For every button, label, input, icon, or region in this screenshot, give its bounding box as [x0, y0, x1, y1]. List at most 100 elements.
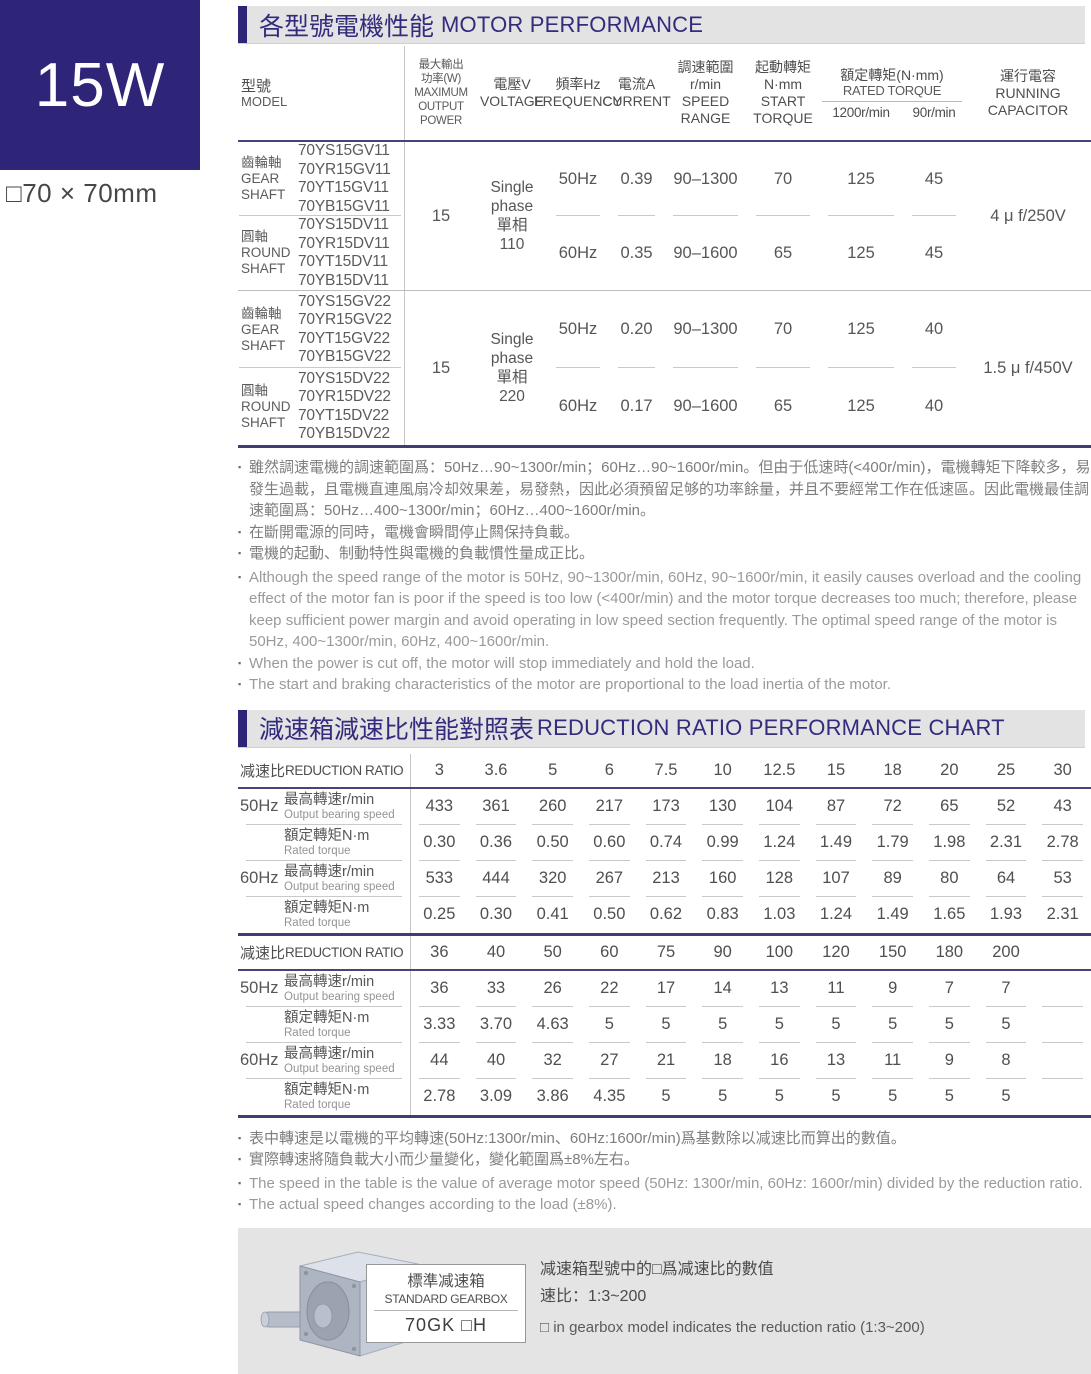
cell-frequency: 50Hz — [547, 142, 609, 216]
table-cell: 26 — [524, 971, 581, 1007]
gearbox-label-en: STANDARD GEARBOX — [374, 1291, 518, 1311]
cell-speed-range: 90–1600 — [673, 243, 738, 262]
header-line: OUTPUT — [418, 101, 464, 113]
table-cell: 1.24 — [819, 905, 853, 923]
ratio-value: 100 — [765, 942, 794, 961]
row-label: 額定轉矩N·m Rated torque — [238, 1078, 411, 1115]
row-values: 0.25 0.30 0.41 0.50 0.62 0.83 1.03 1.24 1.49 1.65… — [411, 897, 1091, 933]
ratio-row-label: 减速比 REDUCTION RATIO — [238, 935, 411, 969]
col-header-capacitor: 運行電容 RUNNING CAPACITOR — [965, 46, 1091, 140]
header-line: MAXIMUM — [414, 87, 468, 99]
row-label-en: Rated torque — [284, 1026, 351, 1039]
table-cell: 3.70 — [468, 1007, 525, 1043]
header-line: 電壓V — [493, 76, 531, 92]
row-values: 3.33 3.70 4.63 5 5 5 5 5 5 5 5 — [411, 1007, 1091, 1043]
cell-rated-90: 45 — [903, 142, 965, 216]
table-cell: 0.50 — [524, 825, 581, 861]
table-cell: 2.31 — [1046, 905, 1079, 923]
row-label-zh: 最高轉速r/min — [284, 973, 375, 990]
model-number: 70YS15DV11 — [298, 216, 389, 233]
header-line: 頻率Hz — [555, 76, 601, 92]
model-number: 70YS15GV22 — [298, 292, 391, 310]
col-header-start-torque: 起動轉矩 N·mm START TORQUE — [747, 46, 819, 140]
row-label: 額定轉矩N·m Rated torque — [238, 896, 411, 933]
col-header-rated-torque: 額定轉矩(N·mm) RATED TORQUE 1200r/min 90r/min — [819, 46, 965, 140]
reduction-ratio-table: 减速比 REDUCTION RATIO 3 3.6 5 6 7.5 10 12.5 15 18 2… — [238, 753, 1091, 1118]
model-group-round-shaft: 圓軸 ROUND SHAFT 70YS15DV11 70YR15DV11 70YT15D… — [238, 216, 405, 290]
cell-frequency: 50Hz — [547, 291, 609, 368]
gearbox-desc-zh: 减速箱型號中的□爲减速比的數值 — [540, 1260, 774, 1278]
table-cell: 43 — [1034, 789, 1091, 825]
table-cell: 5 — [888, 1087, 898, 1105]
header-line: SPEED — [681, 93, 730, 109]
table-cell: 5 — [921, 1007, 978, 1043]
ratio-value — [1034, 936, 1091, 969]
header-rated-zh: 額定轉矩(N·mm) — [840, 66, 944, 83]
row-label-zh: 最高轉速r/min — [284, 1045, 375, 1062]
table-cell: 36 — [411, 971, 468, 1007]
row-label: 額定轉矩N·m Rated torque — [238, 824, 411, 861]
table-cell: 433 — [411, 789, 468, 825]
table-cell: 130 — [694, 789, 751, 825]
table-cell: 27 — [581, 1043, 638, 1079]
row-label-stack: 額定轉矩N·m Rated torque — [284, 828, 369, 858]
model-number: 70YB15DV22 — [298, 425, 390, 442]
rated-sub-label: 90r/min — [912, 104, 956, 120]
table-cell: 65 — [921, 789, 978, 825]
voltage-lines: Single phase 單相 110 — [490, 178, 533, 254]
header-rated-en: RATED TORQUE — [842, 82, 942, 98]
shaft-type-line: ROUND — [241, 245, 291, 260]
model-list: 70YS15GV11 70YR15GV11 70YT15GV11 70YB15GV11 — [298, 142, 391, 216]
reduction-notes-zh: 表中轉速是以電機的平均轉速(50Hz:1300r/min、60Hz:1600r/… — [238, 1128, 1091, 1171]
row-values: 36 33 26 22 17 14 13 11 9 7 7 — [411, 971, 1091, 1007]
row-label-zh: 最高轉速r/min — [284, 791, 375, 808]
voltage-line: phase — [490, 198, 534, 215]
model-group-round-shaft: 圓軸 ROUND SHAFT 70YS15DV22 70YR15DV22 70YT15D… — [238, 368, 405, 445]
row-label-stack: 最高轉速r/min Output bearing speed — [284, 974, 395, 1004]
model-number: 70YT15GV11 — [298, 179, 389, 196]
table-cell: 260 — [524, 789, 581, 825]
row-label: 額定轉矩N·m Rated torque — [238, 1006, 411, 1043]
header-line: VOLTAGE — [479, 93, 545, 109]
wattage-badge: 15W — [0, 0, 200, 170]
table-cell: 0.60 — [581, 825, 638, 861]
shaft-type-line: 圓軸 — [241, 382, 268, 398]
col-header-current: 電流A CURRENT — [602, 46, 670, 140]
table-cell: 0.50 — [593, 905, 626, 923]
shaft-type: 齒輪軸 GEAR SHAFT — [241, 155, 298, 203]
ratio-label-en: REDUCTION RATIO — [285, 762, 404, 778]
voltage-line: 110 — [499, 236, 525, 253]
table-cell: 18 — [694, 1043, 751, 1079]
ratio-value: 7.5 — [654, 760, 678, 779]
motor-performance-table: 型號 MODEL 最大輸出 功率(W) MAXIMUM OUTPUT POWER 電壓V… — [238, 46, 1091, 448]
note-item: When the power is cut off, the motor wil… — [238, 653, 1091, 675]
model-number: 70YR15GV11 — [298, 160, 391, 178]
table-cell: 5 — [718, 1087, 728, 1105]
table-cell: 267 — [581, 861, 638, 897]
row-label-stack: 額定轉矩N·m Rated torque — [284, 1010, 369, 1040]
motor-table-block-110v: 齒輪軸 GEAR SHAFT 70YS15GV11 70YR15GV11 70YT15G… — [238, 142, 1091, 290]
model-number: 70YB15GV22 — [298, 348, 391, 365]
table-cell: 3.33 — [411, 1007, 468, 1043]
cell-voltage: Single phase 單相 110 — [477, 142, 547, 290]
cell-speed-range: 90–1600 — [673, 397, 738, 415]
shaft-type-line: ROUND — [241, 398, 291, 414]
cell-rated-1200: 125 — [847, 243, 875, 262]
header-line: 運行電容 — [1000, 67, 1056, 84]
header-line: CURRENT — [602, 93, 671, 109]
cell-rated-90: 45 — [924, 243, 944, 262]
model-number: 70YB15DV11 — [298, 271, 389, 289]
cell-capacitor: 4 μ f/250V — [990, 206, 1066, 225]
voltage-line: 220 — [499, 388, 525, 405]
freq-label: 50Hz — [240, 979, 279, 997]
row-label-en: Rated torque — [284, 1098, 351, 1111]
table-cell: 33 — [468, 971, 525, 1007]
cell-rated-1200: 125 — [847, 397, 875, 415]
ratio-value: 18 — [883, 760, 902, 779]
row-label: 50Hz 最高轉速r/min Output bearing speed — [238, 970, 411, 1007]
col-header-frequency: 頻率Hz FREQUENCY — [534, 46, 622, 140]
header-line: r/min — [689, 76, 722, 92]
ratio-value: 20 — [940, 760, 959, 779]
table-cell: 361 — [468, 789, 525, 825]
voltage-line: Single — [490, 331, 534, 348]
